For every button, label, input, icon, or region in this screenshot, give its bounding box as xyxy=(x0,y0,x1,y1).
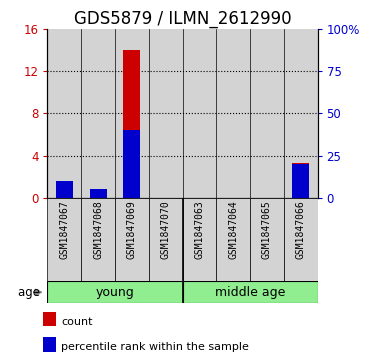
Bar xyxy=(149,198,182,281)
Bar xyxy=(56,181,73,198)
Bar xyxy=(250,29,284,198)
Bar xyxy=(292,164,309,198)
Bar xyxy=(47,198,81,281)
Bar xyxy=(284,198,318,281)
Text: GSM1847064: GSM1847064 xyxy=(228,200,238,259)
Bar xyxy=(216,198,250,281)
Text: GSM1847068: GSM1847068 xyxy=(93,200,103,259)
Bar xyxy=(292,163,309,198)
Text: GSM1847067: GSM1847067 xyxy=(59,200,69,259)
Text: GSM1847065: GSM1847065 xyxy=(262,200,272,259)
Bar xyxy=(56,188,73,198)
Text: middle age: middle age xyxy=(215,286,285,299)
Text: percentile rank within the sample: percentile rank within the sample xyxy=(61,342,249,352)
Title: GDS5879 / ILMN_2612990: GDS5879 / ILMN_2612990 xyxy=(74,10,291,28)
Bar xyxy=(284,29,318,198)
Bar xyxy=(149,29,182,198)
Bar xyxy=(115,198,149,281)
Bar xyxy=(182,198,216,281)
Bar xyxy=(123,50,140,198)
Bar xyxy=(216,29,250,198)
Bar xyxy=(81,29,115,198)
Text: GSM1847070: GSM1847070 xyxy=(161,200,170,259)
Bar xyxy=(182,281,318,303)
Bar xyxy=(43,337,55,352)
Bar xyxy=(90,191,107,198)
Bar xyxy=(47,29,81,198)
Text: age: age xyxy=(18,286,44,299)
Bar xyxy=(81,198,115,281)
Bar xyxy=(90,189,107,198)
Bar xyxy=(250,198,284,281)
Bar xyxy=(47,281,182,303)
Bar xyxy=(43,312,55,326)
Bar xyxy=(182,29,216,198)
Text: GSM1847063: GSM1847063 xyxy=(195,200,204,259)
Bar xyxy=(115,29,149,198)
Text: GSM1847069: GSM1847069 xyxy=(127,200,137,259)
Text: GSM1847066: GSM1847066 xyxy=(296,200,306,259)
Bar xyxy=(123,130,140,198)
Text: count: count xyxy=(61,317,93,327)
Text: young: young xyxy=(96,286,134,299)
